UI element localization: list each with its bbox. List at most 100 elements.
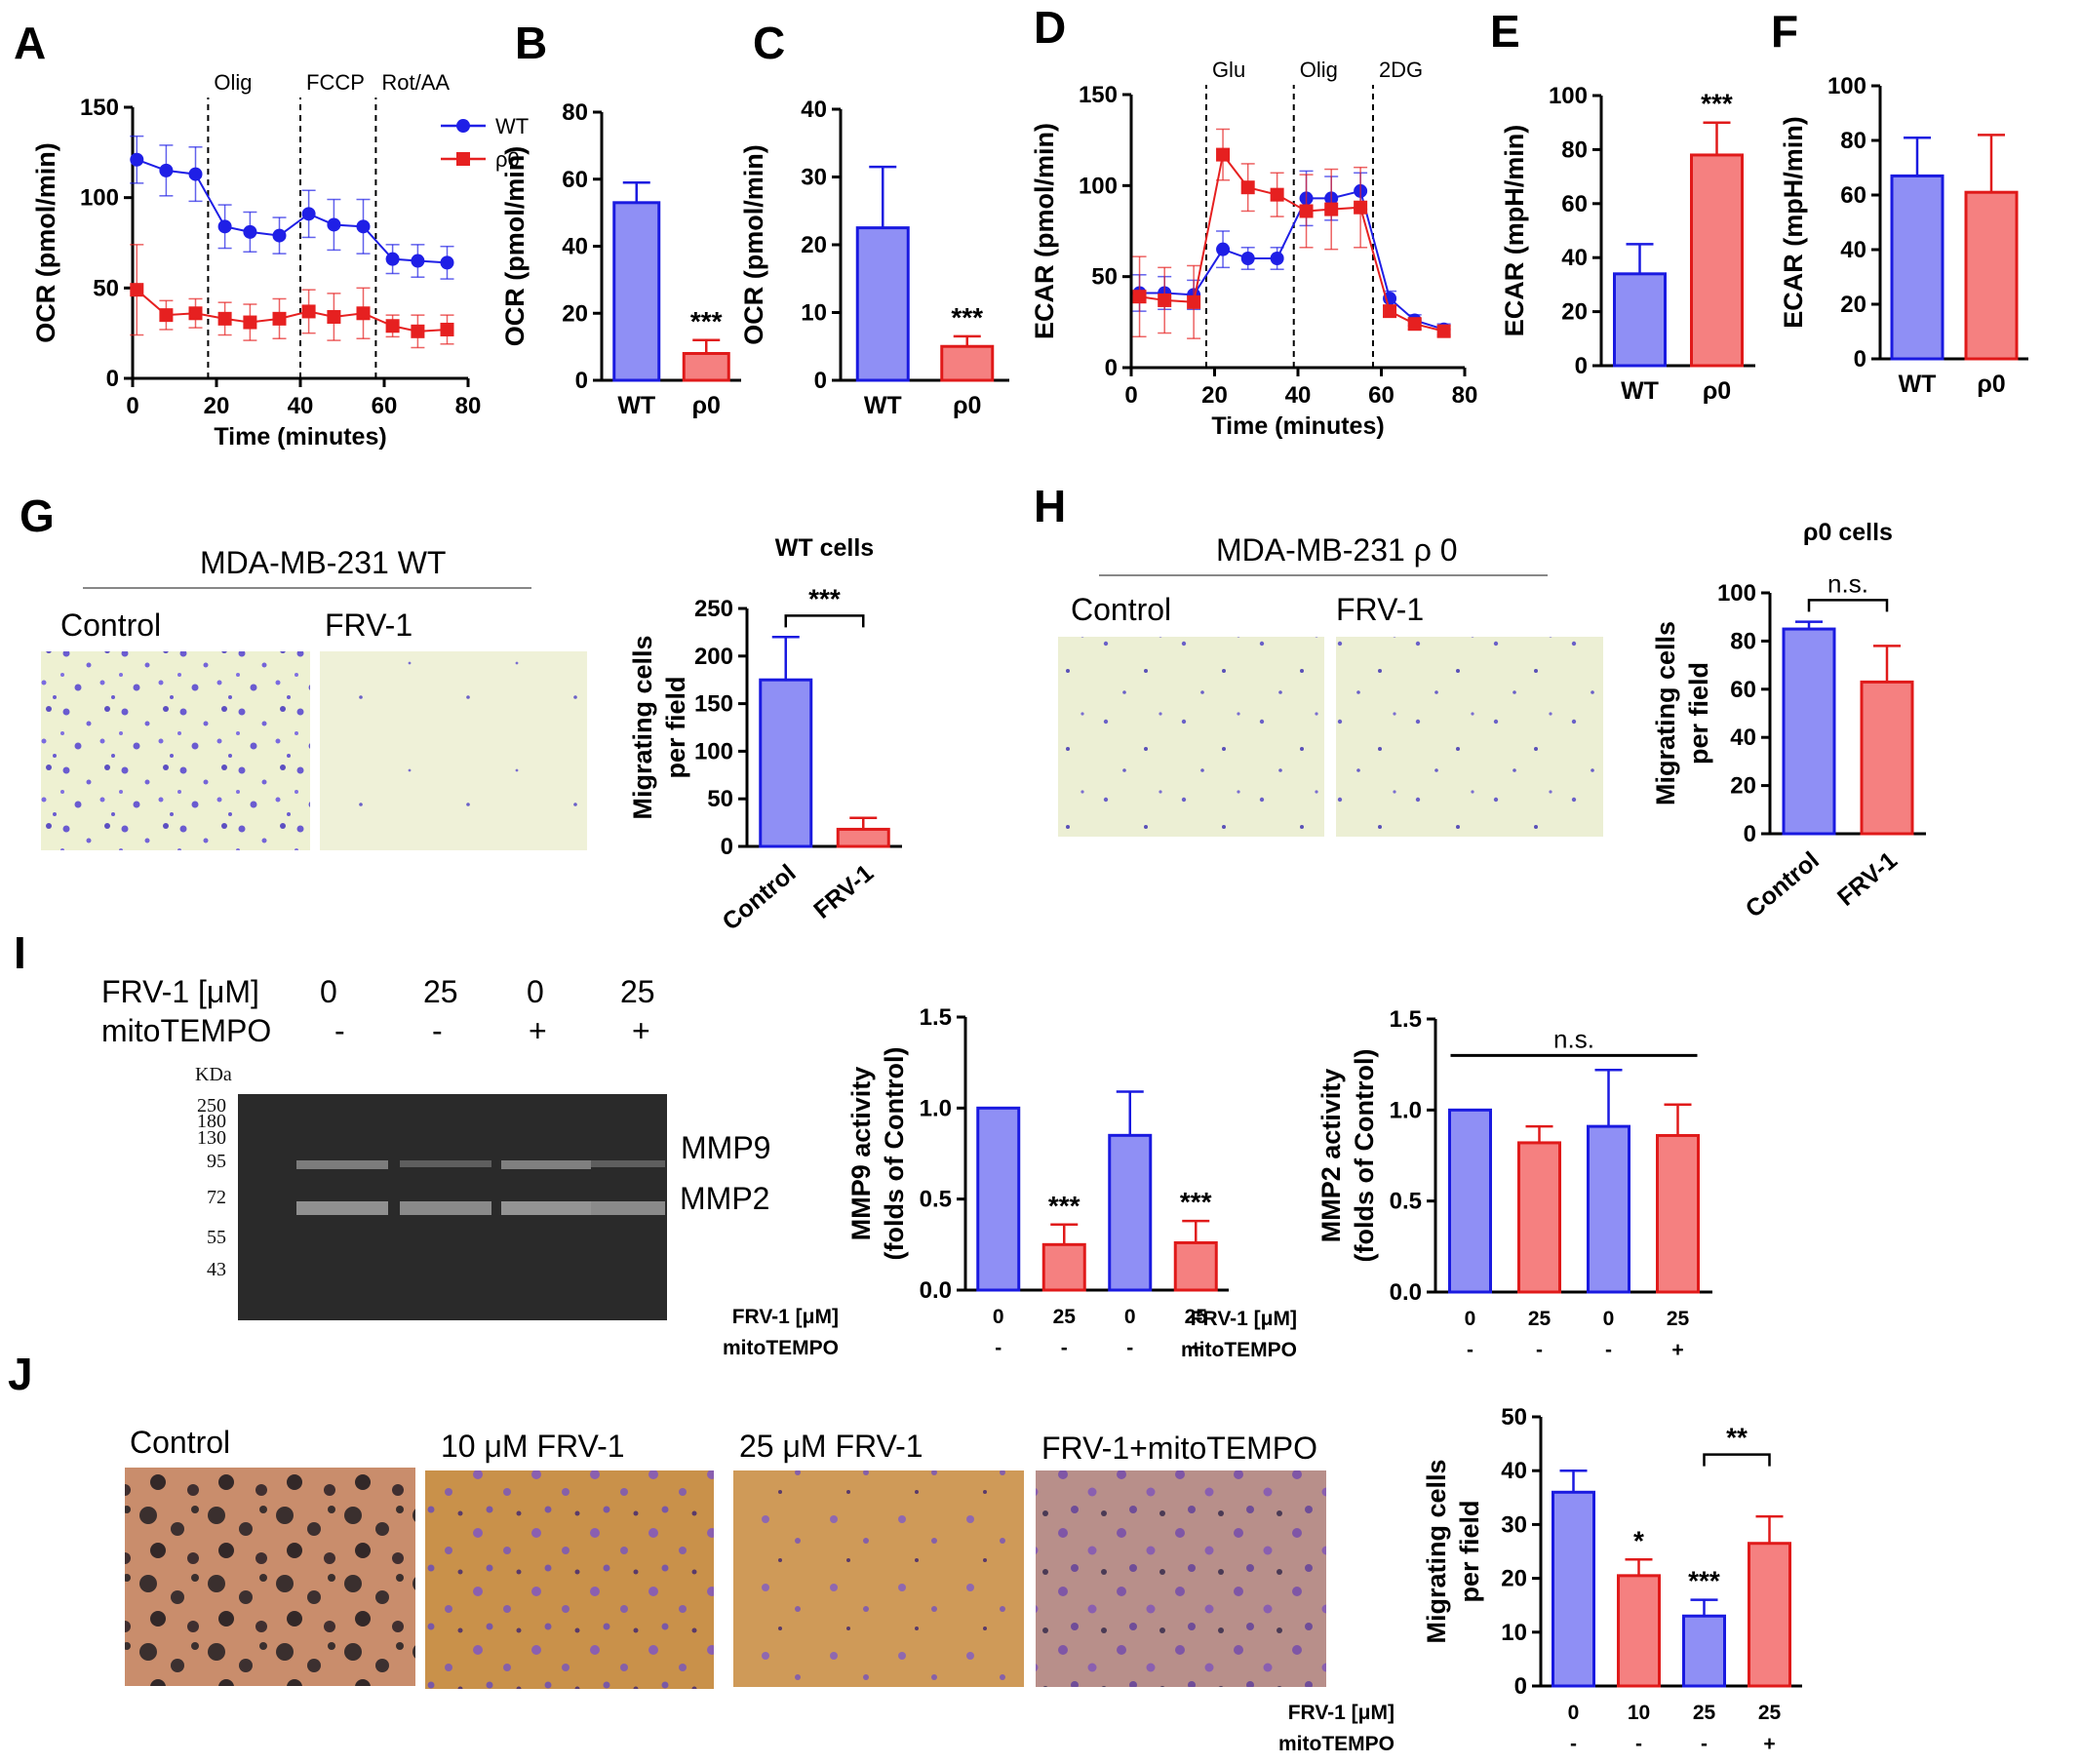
chart-d-series-2-point (1216, 147, 1231, 162)
chart-j-bar-1 (1552, 1490, 1595, 1688)
chart-d-series-2-point (1299, 204, 1314, 218)
chart-i-mmp9-row2-1: - (995, 1337, 1002, 1359)
chart-d-series-2-point (1436, 324, 1451, 338)
chart-i-mmp9-y-tick-label: 0.5 (920, 1187, 952, 1213)
chart-c-y-label-line: OCR (pmol/min) (739, 144, 768, 344)
gel-band-label-mmp9: MMP9 (681, 1130, 770, 1165)
chart-g-title: WT cells (775, 534, 874, 562)
micrograph-j-10um (425, 1470, 714, 1689)
chart-i-mmp9-bar-1 (976, 1106, 1021, 1292)
chart-b-bar-1 (612, 201, 661, 382)
chart-j-sig-2: * (1633, 1525, 1644, 1555)
chart-a-series-2-point (159, 308, 174, 323)
chart-b-y-tick-label: 0 (575, 368, 588, 394)
chart-f-y-label-line: ECAR (mpH/min) (1779, 116, 1808, 329)
chart-a-x-tick-label: 60 (372, 393, 398, 419)
chart-d-series-2-point (1383, 304, 1397, 319)
gel-marker-250: 250 (197, 1095, 226, 1117)
chart-a-series-2-point (217, 311, 232, 326)
chart-a-series-1-point (301, 207, 316, 221)
chart-j-row2-3: - (1701, 1733, 1708, 1755)
chart-a-injection-label-2: FCCP (306, 70, 365, 95)
chart-j-row1-4: 25 (1758, 1702, 1782, 1724)
chart-j-bracket (1703, 1453, 1771, 1467)
chart-j-row2-1: - (1570, 1733, 1577, 1755)
chart-h-bar-2 (1860, 680, 1914, 836)
chart-d-y-label: ECAR (pmol/min) (1030, 123, 1059, 339)
gel-row1-label: FRV-1 [μM] (101, 974, 259, 1009)
gel-kda-title: KDa (195, 1064, 232, 1085)
chart-j-bar-3 (1682, 1614, 1726, 1688)
chart-d-y-tick-label: 50 (1091, 264, 1118, 291)
micrograph-label-g-frv1: FRV-1 (325, 608, 412, 643)
chart-i-mmp2-bar-4 (1656, 1133, 1700, 1294)
chart-i-mmp2-y-tick-label: 1.5 (1390, 1006, 1422, 1033)
chart-a-y-tick-label: 0 (106, 366, 119, 392)
micrograph-j-25um (733, 1470, 1024, 1687)
chart-d-series-1-point (1270, 252, 1284, 265)
chart-i-mmp9-row1-3: 0 (1124, 1306, 1136, 1328)
chart-i-mmp9-bar-4 (1173, 1240, 1218, 1292)
chart-a-series-1-point (385, 252, 400, 266)
chart-e-y-tick-label: 40 (1561, 245, 1588, 271)
chart-h-y-label-line: Migrating cells (1651, 621, 1680, 805)
chart-i-mmp2-row1-2: 25 (1528, 1308, 1552, 1330)
chart-i-mmp9-row2-3: - (1126, 1337, 1133, 1359)
panel-label-b: B (515, 18, 547, 68)
chart-g-bracket-label: *** (808, 583, 841, 613)
chart-h-bracket (1807, 599, 1889, 612)
panel-label-c: C (753, 18, 785, 68)
chart-b-y-tick-label: 60 (562, 167, 588, 193)
chart-b-cat-1: WT (617, 392, 655, 419)
gel-row2-v3: + (529, 1013, 547, 1048)
micrograph-j-control (125, 1468, 415, 1686)
chart-d-series-2-point (1240, 180, 1255, 195)
chart-i-mmp2-y-label: MMP2 activity (folds of Control) (1316, 1049, 1379, 1263)
chart-i-mmp2-bar-2 (1517, 1141, 1561, 1294)
micrograph-label-h-control: Control (1071, 592, 1171, 627)
chart-f-y-tick-label: 60 (1840, 182, 1866, 209)
chart-g-y-tick-label: 250 (694, 596, 733, 622)
chart-b-y-tick-label: 20 (562, 300, 588, 327)
chart-d-ecar-timecourse: 0 50 100 150 ECAR (pmol/min) 0 20 40 60 80 Time (m… (1030, 58, 1477, 440)
chart-g-bar-2 (836, 827, 890, 848)
gel-band-mmp2-lane3 (501, 1201, 591, 1215)
chart-g-cat-2: FRV-1 (808, 859, 879, 924)
chart-e-y-tick-label: 100 (1549, 83, 1588, 109)
chart-g-y-tick-label: 200 (694, 644, 733, 670)
chart-c-y-tick-label: 40 (801, 97, 827, 123)
chart-a-series-1-point (272, 228, 287, 243)
chart-f-ecar-bars: 0 20 40 60 80 100 ECAR (mpH/min) WT ρ0 (1779, 73, 2028, 398)
chart-i-mmp2-y-label-line: MMP2 activity (1316, 1069, 1346, 1243)
panel-label-e: E (1490, 6, 1520, 57)
chart-j-row1-2: 10 (1628, 1702, 1650, 1724)
gel-marker-130: 130 (197, 1127, 226, 1149)
gel-row2-label: mitoTEMPO (101, 1013, 271, 1048)
gel-band-mmp9-lane4 (591, 1160, 665, 1167)
chart-d-x-tick-label: 60 (1368, 382, 1395, 409)
chart-a-y-tick-label: 100 (80, 185, 119, 212)
chart-a-series-1-line (136, 158, 448, 264)
chart-e-sig-2: *** (1701, 89, 1733, 119)
chart-d-series-1-line (1139, 189, 1444, 331)
chart-g-bar-1 (759, 678, 813, 848)
legend-a: WT ρ0 (441, 114, 529, 172)
micrograph-label-j-2: 10 μM FRV-1 (441, 1429, 625, 1464)
chart-g-cat-1: Control (718, 859, 802, 936)
chart-f-cat-1: WT (1899, 371, 1937, 398)
chart-d-series-2-point (1354, 200, 1368, 215)
chart-d-series-2-point (1324, 202, 1339, 216)
chart-a-series-2-point (188, 306, 203, 321)
chart-a-series-2-point (411, 324, 425, 338)
gel-band-label-mmp2: MMP2 (680, 1181, 769, 1216)
chart-i-mmp2-row2-1: - (1467, 1339, 1473, 1361)
chart-h-y-tick-label: 80 (1730, 628, 1756, 654)
legend-wt-label: WT (495, 114, 529, 138)
chart-a-series-2-line (136, 289, 448, 333)
chart-a-series-2-point (385, 319, 400, 333)
chart-b-y-tick-label: 80 (562, 99, 588, 126)
chart-d-injection-label-2: Olig (1300, 58, 1338, 82)
chart-i-mmp2-activity: 0.0 0.5 1.0 1.5 MMP2 activity (folds of Contr… (1181, 1006, 1712, 1361)
chart-e-y-tick-label: 0 (1575, 353, 1588, 379)
